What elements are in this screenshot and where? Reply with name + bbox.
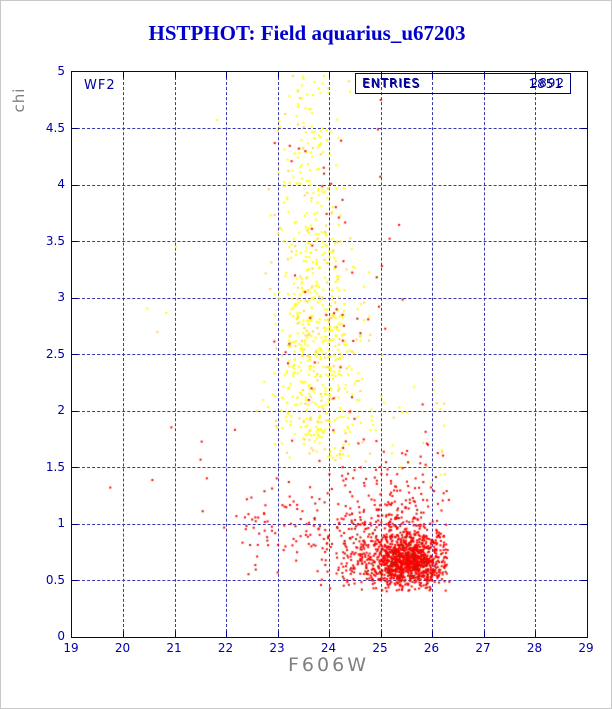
y-tick-mark bbox=[581, 523, 587, 525]
x-tick-mark bbox=[329, 72, 330, 78]
x-tick-label: 25 bbox=[372, 641, 388, 655]
x-tick-label: 29 bbox=[578, 641, 594, 655]
x-tick-mark bbox=[535, 72, 536, 78]
x-tick-mark bbox=[277, 72, 279, 78]
y-tick-mark bbox=[72, 184, 78, 186]
x-tick-label: 22 bbox=[217, 641, 234, 655]
y-tick-mark bbox=[72, 354, 78, 355]
x-tick-mark bbox=[226, 631, 227, 637]
x-tick-mark bbox=[483, 72, 485, 78]
y-tick-label: 2 bbox=[57, 403, 65, 417]
x-tick-mark bbox=[380, 72, 382, 78]
entries-label-overprint: ENTRIES bbox=[363, 77, 421, 91]
y-tick-label: 4.5 bbox=[45, 120, 65, 135]
y-tick-mark bbox=[581, 410, 587, 412]
x-tick-mark bbox=[123, 631, 124, 637]
y-tick-mark bbox=[581, 467, 587, 468]
entries-label: ENTRIES bbox=[362, 76, 420, 90]
y-tick-label: 2.5 bbox=[45, 346, 65, 361]
y-tick-mark bbox=[581, 184, 587, 186]
entries-box: ENTRIES ENTRIES 2892 1851 bbox=[355, 73, 571, 94]
tick-marks-layer bbox=[72, 72, 587, 637]
y-tick-label: 5 bbox=[57, 64, 65, 78]
y-tick-mark bbox=[72, 128, 78, 129]
y-tick-mark bbox=[72, 241, 78, 242]
x-tick-mark bbox=[432, 72, 433, 78]
x-tick-mark bbox=[483, 631, 485, 637]
y-tick-label: 4 bbox=[57, 177, 65, 191]
x-tick-mark bbox=[174, 631, 176, 637]
y-tick-mark bbox=[581, 241, 587, 242]
entries-value-2: 1851 bbox=[528, 77, 563, 91]
y-tick-mark bbox=[581, 580, 587, 581]
x-tick-mark bbox=[174, 72, 176, 78]
x-tick-label: 26 bbox=[423, 641, 440, 655]
y-tick-mark bbox=[581, 128, 587, 129]
x-tick-label: 19 bbox=[63, 641, 79, 655]
y-tick-mark bbox=[72, 410, 78, 412]
y-tick-label: 1.5 bbox=[45, 459, 65, 474]
x-tick-label: 20 bbox=[114, 641, 131, 655]
x-axis-label: F606W bbox=[288, 654, 369, 676]
x-tick-label: 27 bbox=[475, 641, 491, 655]
y-tick-label: 0 bbox=[57, 629, 65, 643]
y-tick-mark bbox=[581, 354, 587, 355]
scatter-canvas bbox=[72, 72, 587, 637]
x-tick-mark bbox=[432, 631, 433, 637]
y-tick-mark bbox=[72, 467, 78, 468]
plot-area: WF2 ENTRIES ENTRIES 2892 1851 bbox=[71, 71, 588, 638]
y-tick-mark bbox=[72, 297, 78, 299]
y-tick-mark bbox=[72, 580, 78, 581]
page-title: HSTPHOT: Field aquarius_u67203 bbox=[148, 21, 466, 45]
x-tick-mark bbox=[277, 631, 279, 637]
x-tick-mark bbox=[329, 631, 330, 637]
detector-label: WF2 bbox=[84, 78, 116, 93]
entries-value-1: 2892 bbox=[530, 76, 565, 90]
y-tick-mark bbox=[72, 523, 78, 525]
x-tick-mark bbox=[380, 631, 382, 637]
x-tick-mark bbox=[535, 631, 536, 637]
x-tick-label: 21 bbox=[166, 641, 182, 655]
x-tick-mark bbox=[226, 72, 227, 78]
y-tick-mark bbox=[581, 297, 587, 299]
x-tick-mark bbox=[123, 72, 124, 78]
y-tick-label: 3 bbox=[57, 290, 65, 304]
x-tick-label: 24 bbox=[320, 641, 337, 655]
x-tick-label: 28 bbox=[526, 641, 543, 655]
y-tick-label: 3.5 bbox=[45, 233, 65, 248]
y-tick-label: 1 bbox=[57, 516, 65, 530]
y-tick-label: 0.5 bbox=[45, 572, 65, 587]
x-tick-label: 23 bbox=[269, 641, 285, 655]
y-axis-label: chi bbox=[10, 87, 28, 113]
